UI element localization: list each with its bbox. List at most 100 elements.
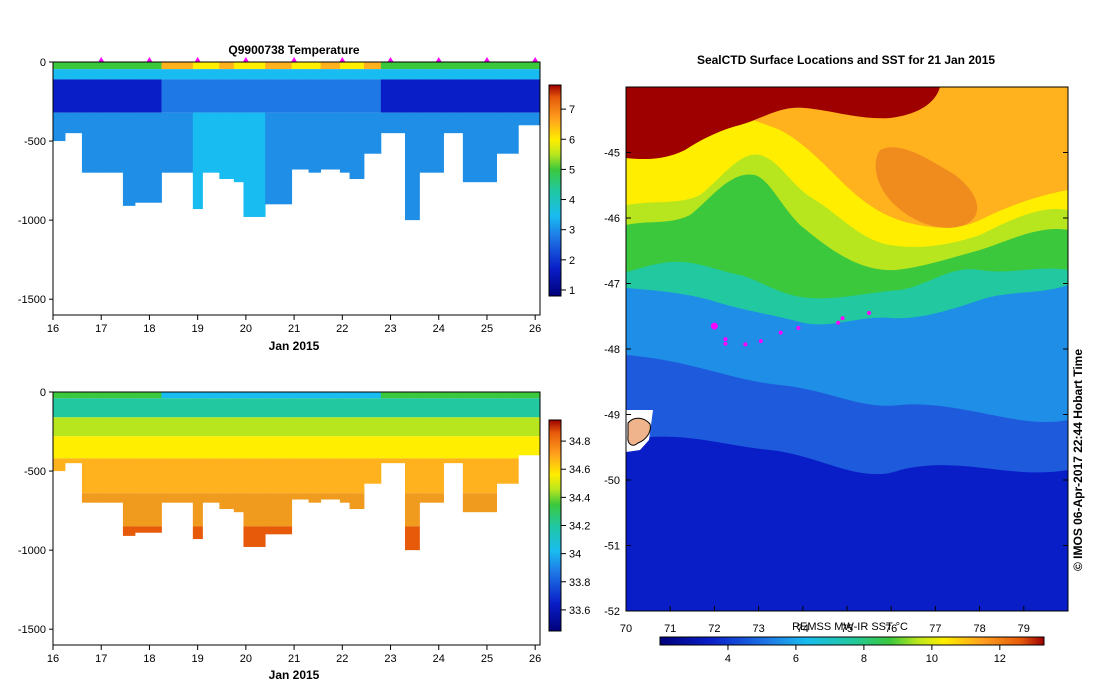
profile-cell <box>404 62 420 70</box>
profile-cell <box>219 458 235 494</box>
colorbar-tick-label: 7 <box>569 104 575 116</box>
profile-cell <box>161 436 194 459</box>
map-y-tick-label: -48 <box>604 344 620 356</box>
profile-cell <box>364 62 382 70</box>
profile-cell <box>219 417 235 437</box>
map-y-tick-label: -46 <box>604 213 620 225</box>
profile-cell <box>462 62 498 70</box>
profile-cell <box>161 62 194 70</box>
map-x-tick-label: 71 <box>664 623 676 635</box>
profile-cell <box>518 392 541 399</box>
x-tick-label: 23 <box>384 653 396 665</box>
profile-cell <box>81 417 105 437</box>
profile-cell <box>202 112 220 173</box>
profile-cell <box>233 392 244 399</box>
profile-cell <box>518 398 541 418</box>
profile-cell <box>496 62 519 70</box>
ctd-location <box>840 316 845 321</box>
ctd-location <box>710 322 718 330</box>
profile-cell <box>233 79 244 113</box>
profile-marker <box>291 57 298 62</box>
ctd-locations <box>710 310 872 347</box>
profile-cell <box>339 392 350 399</box>
profile-marker <box>242 57 249 62</box>
profile-cell <box>219 398 235 418</box>
profile-cell <box>339 398 350 418</box>
profile-cell <box>380 417 406 437</box>
y-tick-label: -1000 <box>18 215 46 227</box>
salinity-colorbar-ticks: 33.6 33.8 34 34.2 34.4 34.6 34.8 <box>561 436 590 617</box>
profile-cell <box>81 458 105 494</box>
profile-cell <box>81 69 105 80</box>
profile-cell <box>53 392 66 399</box>
profile-cell <box>496 69 519 80</box>
sst-field <box>626 87 1068 611</box>
profile-cell <box>320 112 341 170</box>
profile-cell <box>462 112 498 183</box>
temperature-colorbar-ticks: 1 2 3 4 5 6 7 <box>561 104 575 297</box>
profile-cell <box>291 436 309 459</box>
profile-cell <box>134 417 162 437</box>
profile-cell <box>339 458 350 494</box>
profile-cell <box>364 392 382 399</box>
profile-cell <box>518 79 541 113</box>
profile-cell <box>308 392 322 399</box>
profile-cell <box>202 398 220 418</box>
profile-cell <box>380 69 406 80</box>
profile-cell <box>349 398 365 418</box>
profile-cell <box>404 69 420 80</box>
profile-cell <box>419 112 444 173</box>
x-tick-label: 24 <box>433 323 445 335</box>
profile-cell <box>233 458 244 494</box>
profile-cell <box>364 112 382 154</box>
profile-cell <box>291 493 309 500</box>
sst-colorbar-tick-label: 6 <box>793 653 799 665</box>
profile-cell <box>65 417 83 437</box>
profile-cell <box>103 112 124 173</box>
profile-cell <box>134 69 162 80</box>
ctd-location <box>867 310 872 315</box>
profile-cell <box>404 79 420 113</box>
profile-cell <box>53 79 66 113</box>
profile-cell <box>161 458 194 494</box>
profile-cell <box>192 392 203 399</box>
profile-cell <box>419 398 444 418</box>
profile-cell <box>404 417 420 437</box>
profile-cell <box>134 392 162 399</box>
y-tick-label: -1500 <box>18 624 46 636</box>
profile-cell <box>53 398 66 418</box>
profile-marker <box>483 57 490 62</box>
profile-cell <box>339 436 350 459</box>
profile-cell <box>380 62 406 70</box>
profile-cell <box>65 458 83 464</box>
x-tick-label: 20 <box>240 323 252 335</box>
profile-cell <box>404 436 420 459</box>
profile-cell <box>404 493 420 527</box>
temperature-profiles <box>53 62 541 221</box>
profile-cell <box>161 112 194 173</box>
profile-cell <box>291 69 309 80</box>
profile-cell <box>243 458 266 494</box>
map-x-tick-label: 70 <box>620 623 632 635</box>
profile-cell <box>364 69 382 80</box>
temperature-section: Q9900738 Temperature 16 17 18 19 20 21 22 23 24 2… <box>18 43 575 353</box>
profile-cell <box>308 417 322 437</box>
profile-cell <box>349 436 365 459</box>
profile-cell <box>308 79 322 113</box>
profile-cell <box>443 62 464 70</box>
profile-cell <box>103 79 124 113</box>
profile-cell <box>265 69 293 80</box>
profile-cell <box>233 398 244 418</box>
colorbar-tick-label: 1 <box>569 285 575 297</box>
profile-cell <box>518 436 541 456</box>
profile-cell <box>518 69 541 80</box>
profile-cell <box>243 436 266 459</box>
profile-cell <box>122 458 136 494</box>
map-x-tick-label: 72 <box>708 623 720 635</box>
x-tick-label: 26 <box>529 653 541 665</box>
y-tick-label: -1000 <box>18 545 46 557</box>
profile-cell <box>265 62 293 70</box>
profile-cell <box>518 112 541 126</box>
profile-cell <box>349 69 365 80</box>
salinity-xlabel: Jan 2015 <box>269 668 320 682</box>
